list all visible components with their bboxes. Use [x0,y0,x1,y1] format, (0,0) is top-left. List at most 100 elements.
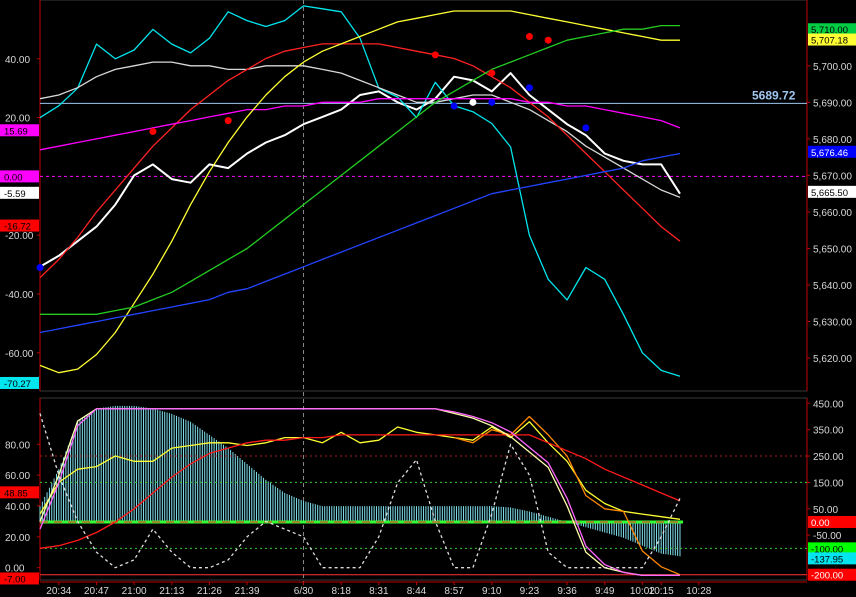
series-line [39,434,681,549]
right-value-marker [808,568,856,581]
right-y-tick-label: 5,640.00 [813,281,852,292]
x-tick-label: 9:23 [520,586,540,597]
series-line [39,413,681,569]
right-y-tick-label: 150.00 [813,478,844,489]
left-value-marker-label: 48.85 [4,488,28,499]
right-value-marker [808,552,856,565]
signal-dot [544,36,552,44]
left-value-marker [0,170,39,183]
left-value-marker-label: 0.00 [4,172,23,183]
left-y-tick-label: -20.00 [5,231,34,242]
right-value-marker [808,542,856,555]
x-tick-label: 8:31 [369,586,389,597]
signal-dot [582,124,590,132]
series-line [39,10,680,374]
right-value-marker [808,185,856,198]
series-line [39,421,681,520]
signal-dot [469,98,477,106]
left-value-marker-label: -16.72 [4,222,31,233]
signal-dot [525,33,533,41]
right-value-marker-label: -200.00 [811,571,843,582]
left-value-marker [0,124,39,137]
signal-dot [149,128,157,136]
right-value-marker-label: 5,707.18 [811,36,848,47]
right-value-marker [808,145,856,158]
series-line [39,98,681,151]
left-y-tick-label: 20.00 [5,114,30,125]
left-y-tick-label: 40.00 [5,55,30,66]
right-value-marker-label: 0.00 [811,518,830,529]
right-y-tick-label: 5,680.00 [813,135,852,146]
left-value-marker [0,572,39,585]
right-y-tick-label: 5,620.00 [813,354,852,365]
price-level-label: 5689.72 [752,88,796,102]
right-y-tick-label: 5,660.00 [813,208,852,219]
x-tick-label: 21:00 [122,586,147,597]
x-tick-label: 10:28 [686,586,711,597]
left-y-tick-label: 0.00 [5,564,25,575]
left-value-marker [0,186,39,199]
x-tick-label: 8:18 [331,586,351,597]
x-tick-label: 20:34 [46,586,71,597]
right-y-tick-label: 5,670.00 [813,171,852,182]
signal-dot [431,51,439,59]
x-tick-label: 21:13 [159,586,184,597]
left-y-tick-label: 40.00 [5,502,30,513]
left-value-marker-label: -70.27 [4,379,31,390]
x-tick-label: 21:39 [235,586,260,597]
series-line [39,43,681,279]
right-y-tick-label: 5,690.00 [813,98,852,109]
x-tick-label: 10:15 [649,586,674,597]
right-y-tick-label: 5,630.00 [813,318,852,329]
left-value-marker [0,486,39,499]
left-y-tick-label: 60.00 [5,471,30,482]
x-tick-label: 8:44 [407,586,427,597]
left-value-marker-label: 15.69 [4,126,28,137]
right-y-tick-label: 450.00 [813,399,844,410]
left-y-tick-label: -40.00 [5,290,34,301]
left-y-tick-label: -60.00 [5,349,34,360]
series-line [40,24,680,315]
x-tick-label: 8:57 [444,586,464,597]
series-line [453,415,681,576]
left-value-marker-label: -7.00 [4,574,26,585]
pane-frame [39,0,808,392]
x-tick-label: 6/30 [294,586,314,597]
right-value-marker [808,23,856,36]
right-y-tick-label: 5,650.00 [813,244,852,255]
right-y-tick-label: 5,700.00 [813,62,852,73]
right-value-marker [808,33,856,46]
signal-dot [488,98,496,106]
left-value-marker-label: -5.59 [4,189,26,200]
right-y-tick-label: 50.00 [813,505,838,516]
series-line [39,72,681,268]
x-tick-label: 9:10 [482,586,502,597]
right-value-marker [808,515,856,528]
left-value-marker [0,219,39,232]
signal-dot [224,117,232,125]
signal-dot [450,102,458,110]
series-line [39,5,681,377]
series-line [39,61,681,198]
x-tick-label: 21:26 [197,586,222,597]
signal-dot [488,69,496,77]
right-y-tick-label: 350.00 [813,426,844,437]
x-tick-label: 20:47 [84,586,109,597]
right-y-tick-label: 250.00 [813,452,844,463]
right-y-tick-label: -50.00 [813,531,842,542]
right-value-marker-label: -100.00 [811,544,843,555]
series-line [39,152,681,334]
left-value-marker [0,376,39,389]
signal-dot [525,84,533,92]
series-line [39,408,680,577]
right-value-marker-label: -137.95 [811,554,843,565]
signal-dot [36,264,44,272]
right-value-marker-label: 5,710.00 [811,25,848,36]
left-y-tick-label: 20.00 [5,533,30,544]
left-y-tick-label: 80.00 [5,440,30,451]
x-tick-label: 10:02 [630,586,655,597]
right-value-marker-label: 5,665.50 [811,188,848,199]
x-tick-label: 9:49 [595,586,615,597]
right-value-marker-label: 5,676.46 [811,148,848,159]
